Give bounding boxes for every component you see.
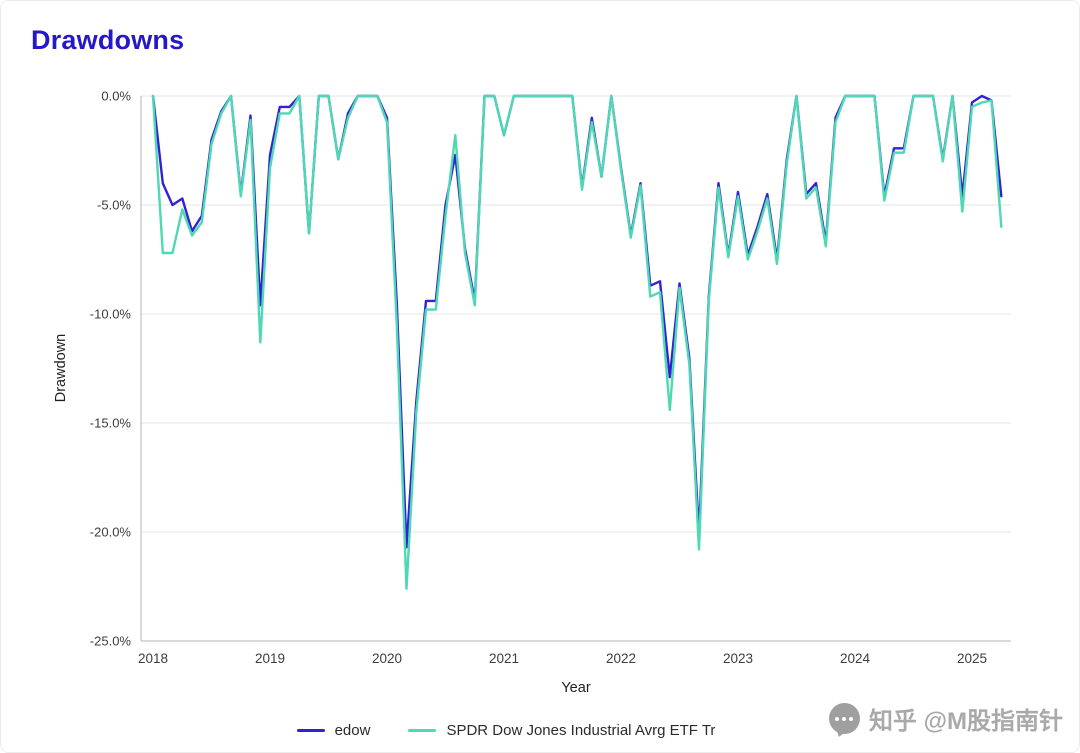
svg-text:2020: 2020 (372, 651, 402, 666)
svg-text:2025: 2025 (957, 651, 987, 666)
svg-text:2023: 2023 (723, 651, 753, 666)
chat-bubble-icon (828, 703, 860, 734)
watermark-text: 知乎 @M股指南针 (868, 708, 1063, 735)
watermark: 知乎 @M股指南针 (828, 701, 1063, 736)
svg-text:-5.0%: -5.0% (97, 198, 131, 213)
svg-text:2024: 2024 (840, 651, 871, 666)
svg-text:-15.0%: -15.0% (90, 416, 132, 431)
svg-text:-20.0%: -20.0% (90, 525, 132, 540)
chart-legend: edow SPDR Dow Jones Industrial Avrg ETF … (1, 722, 1011, 739)
legend-swatch-spdr-icon (408, 729, 437, 732)
x-axis-title: Year (561, 680, 591, 696)
svg-text:2019: 2019 (255, 651, 285, 666)
svg-text:2022: 2022 (606, 651, 636, 666)
y-axis-title: Drawdown (53, 333, 69, 403)
legend-label-spdr: SPDR Dow Jones Industrial Avrg ETF Tr (446, 722, 716, 739)
svg-text:2021: 2021 (489, 651, 519, 666)
legend-swatch-edow-icon (296, 729, 325, 732)
svg-text:2018: 2018 (138, 651, 168, 666)
legend-item-spdr[interactable]: SPDR Dow Jones Industrial Avrg ETF Tr (408, 722, 715, 739)
legend-item-edow[interactable]: edow (296, 722, 371, 739)
svg-text:-25.0%: -25.0% (90, 634, 132, 649)
page-title: Drawdowns (31, 25, 185, 55)
svg-text:-10.0%: -10.0% (90, 307, 132, 322)
legend-label-edow: edow (334, 722, 371, 739)
svg-text:0.0%: 0.0% (101, 89, 131, 104)
